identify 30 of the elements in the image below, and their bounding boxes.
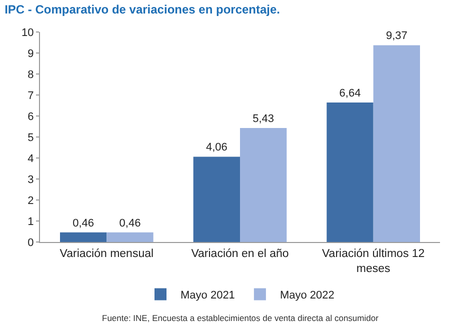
data-label: 4,06 [206, 142, 228, 154]
y-tick-label: 9 [28, 48, 34, 60]
y-tick-label: 0 [28, 236, 34, 249]
x-tick-label: Variación mensual [60, 248, 154, 260]
data-label: 0,46 [119, 217, 141, 230]
legend-label: Mayo 2022 [280, 290, 334, 302]
y-tick-label: 3 [28, 174, 34, 186]
source-note: Fuente: INE, Encuesta a establecimientos de venta directa al consumidor [102, 313, 379, 323]
data-label: 0,46 [72, 217, 94, 230]
y-tick-label: 1 [28, 216, 34, 228]
y-tick-label: 8 [28, 68, 34, 81]
x-tick-label: Variación últimos 12 meses [322, 248, 425, 275]
y-tick-label: 5 [28, 132, 34, 144]
bar [326, 102, 374, 242]
data-label: 9,37 [386, 30, 408, 42]
y-tick-label: 7 [28, 90, 34, 102]
y-tick-label: 4 [28, 152, 34, 165]
bar [193, 156, 240, 242]
chart-title: IPC - Comparativo de variaciones en porcentaje. [4, 2, 280, 16]
data-label: 6,64 [339, 88, 361, 100]
y-tick-label: 2 [28, 194, 34, 207]
y-tick-label: 10 [22, 26, 34, 39]
x-tick-label: Variación en el año [191, 248, 289, 260]
y-tick-label: 6 [28, 110, 34, 123]
bar [240, 128, 287, 242]
bar [106, 232, 154, 242]
bar [60, 232, 107, 242]
data-label: 5,43 [252, 112, 274, 125]
bar [373, 45, 420, 242]
legend-label: Mayo 2021 [180, 290, 235, 302]
